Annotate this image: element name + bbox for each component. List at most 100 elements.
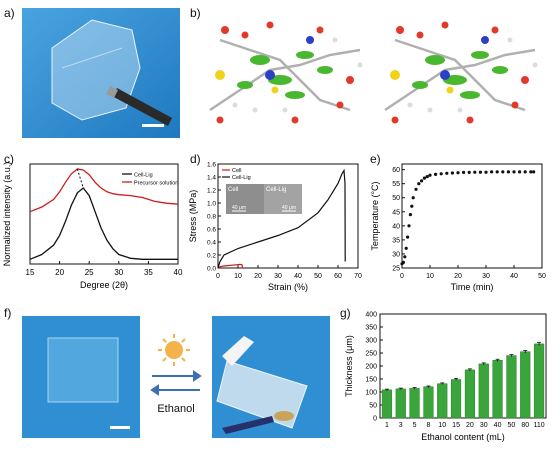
legend-label: Cell-Lig xyxy=(134,173,153,179)
x-axis-label: Ethanol content (mL) xyxy=(421,432,505,442)
y-axis-label: Thickness (μm) xyxy=(344,335,354,397)
y-tick-label: 40 xyxy=(392,223,400,230)
data-point xyxy=(467,170,471,174)
clip-icon xyxy=(222,416,274,434)
y-tick-label: 0.6 xyxy=(207,227,216,234)
panel-label-g: g) xyxy=(340,306,351,320)
y-axis-label: Normalized intensity (a.u.) xyxy=(2,162,12,267)
tweezers-icon xyxy=(106,86,172,126)
y-tick-label: 30 xyxy=(392,251,400,258)
y-tick-label: 1.4 xyxy=(207,175,216,182)
inset-label: Cell-Lig xyxy=(266,187,286,193)
chart-thickness-bar: 0 50 100 150 200 250 300 350 400 1 3 5 8 10 15 20 30 40 50… xyxy=(344,312,547,442)
data-point xyxy=(495,170,499,174)
series-line-cell-lig xyxy=(217,168,346,269)
x-tick-label: 60 xyxy=(334,273,342,280)
y-tick-label: 1.0 xyxy=(207,201,216,208)
vial-icon xyxy=(216,336,308,429)
bar xyxy=(423,386,434,419)
y-tick-label: 100 xyxy=(365,390,377,397)
y-tick-label: 1.6 xyxy=(207,162,216,169)
y-tick-label: 200 xyxy=(365,364,377,371)
x-tick-label: 80 xyxy=(521,422,529,429)
data-point xyxy=(408,213,412,217)
data-point xyxy=(404,246,408,250)
panel-a-photo xyxy=(22,8,180,138)
panel-label-a: a) xyxy=(4,6,15,20)
data-point xyxy=(439,172,443,176)
y-tick-label: 300 xyxy=(365,338,377,345)
molecule-render-left xyxy=(209,21,363,124)
x-axis-label: Time (min) xyxy=(451,282,494,292)
x-tick-label: 20 xyxy=(454,273,462,280)
x-tick-label: 110 xyxy=(533,422,544,429)
data-point xyxy=(462,170,466,174)
inset-scale-label: 40 μm xyxy=(282,205,296,211)
legend-label: Cell xyxy=(232,168,241,174)
x-tick-label: 10 xyxy=(438,422,446,429)
bar xyxy=(520,351,531,419)
data-point xyxy=(501,170,505,174)
bar xyxy=(395,388,406,419)
x-tick-label: 0 xyxy=(216,273,220,280)
x-tick-label: 40 xyxy=(294,273,302,280)
data-point xyxy=(529,170,533,174)
data-point xyxy=(425,175,429,179)
bar xyxy=(409,388,420,419)
series-line-precursor-solution xyxy=(29,168,179,213)
x-tick-label: 30 xyxy=(114,268,123,277)
data-point xyxy=(490,170,494,174)
data-point xyxy=(403,255,407,259)
panel-label-b: b) xyxy=(190,6,201,20)
x-tick-label: 15 xyxy=(452,422,460,429)
data-point xyxy=(512,170,516,174)
data-point xyxy=(506,170,510,174)
y-tick-label: 50 xyxy=(369,403,377,410)
y-tick-label: 0.4 xyxy=(207,240,216,247)
x-tick-label: 30 xyxy=(480,422,488,429)
panel-b-molecules xyxy=(209,20,539,125)
data-point xyxy=(414,187,418,191)
x-tick-label: 40 xyxy=(174,268,183,277)
panel-label-f: f) xyxy=(4,306,12,320)
data-point xyxy=(422,176,426,180)
y-tick-label: 250 xyxy=(365,351,377,358)
chart-stress-strain: 0 10 20 30 40 50 60 70 0.0 0.2 0.4 0.6 0.8 1.0 1.2 1.4 1… xyxy=(188,162,362,293)
bar xyxy=(450,379,462,419)
data-point xyxy=(445,171,449,175)
y-tick-label: 25 xyxy=(392,266,400,273)
bar xyxy=(464,369,476,419)
y-tick-label: 350 xyxy=(365,325,377,332)
arrow-right-icon xyxy=(152,370,202,382)
x-tick-label: 50 xyxy=(538,273,546,280)
x-axis-label: Strain (%) xyxy=(268,282,308,292)
data-point xyxy=(401,260,405,264)
y-tick-label: 0.0 xyxy=(207,266,216,273)
bar xyxy=(381,389,393,419)
y-tick-label: 1.2 xyxy=(207,188,216,195)
y-tick-label: 0.2 xyxy=(207,253,216,260)
x-tick-label: 70 xyxy=(354,273,362,280)
data-point xyxy=(456,171,460,175)
y-tick-label: 400 xyxy=(365,312,377,319)
bar xyxy=(437,383,448,419)
x-tick-label: 40 xyxy=(510,273,518,280)
x-tick-label: 1 xyxy=(385,422,389,429)
data-point xyxy=(411,196,415,200)
data-point xyxy=(417,182,421,186)
panel-label-e: e) xyxy=(370,152,381,166)
legend-label: Precursor solution xyxy=(134,181,178,187)
y-axis-label: Stress (MPa) xyxy=(188,190,198,243)
x-tick-label: 10 xyxy=(234,273,242,280)
x-tick-label: 8 xyxy=(426,422,430,429)
x-tick-label: 15 xyxy=(26,268,35,277)
panel-label-d: d) xyxy=(190,152,201,166)
y-tick-label: 55 xyxy=(392,181,400,188)
chart-temperature-time: 0 10 20 30 40 50 25 30 35 40 45 50 55 60 Time (min) Tem… xyxy=(370,163,546,292)
scale-bar xyxy=(110,426,130,429)
square-film xyxy=(47,337,119,403)
data-point xyxy=(410,204,414,208)
ethanol-label: Ethanol xyxy=(157,403,194,415)
plot-frame xyxy=(401,163,543,269)
data-point xyxy=(473,170,477,174)
